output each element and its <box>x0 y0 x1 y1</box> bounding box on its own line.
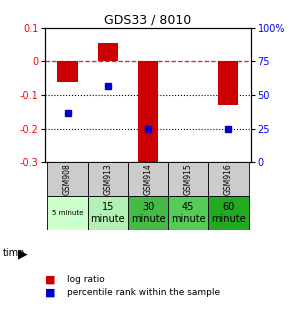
Bar <box>88 162 128 196</box>
Text: 30
minute: 30 minute <box>131 202 165 224</box>
Text: percentile rank within the sample: percentile rank within the sample <box>67 288 221 297</box>
Bar <box>218 61 239 105</box>
Bar <box>208 162 248 196</box>
Bar <box>128 162 168 196</box>
Text: 5 minute: 5 minute <box>52 210 83 216</box>
Text: ▶: ▶ <box>18 247 27 260</box>
Text: log ratio: log ratio <box>67 275 105 284</box>
Text: 15
minute: 15 minute <box>91 202 125 224</box>
Text: ■: ■ <box>45 275 56 284</box>
Text: GSM915: GSM915 <box>184 163 193 195</box>
Bar <box>138 61 158 164</box>
Bar <box>168 162 208 196</box>
Bar <box>168 196 208 230</box>
Bar <box>98 43 118 61</box>
Bar <box>128 196 168 230</box>
Bar <box>47 162 88 196</box>
Text: ■: ■ <box>45 288 56 298</box>
Text: GSM914: GSM914 <box>144 163 152 195</box>
Text: 45
minute: 45 minute <box>171 202 205 224</box>
Text: GSM913: GSM913 <box>103 163 112 195</box>
Bar <box>88 196 128 230</box>
Text: 60
minute: 60 minute <box>211 202 246 224</box>
Text: GSM916: GSM916 <box>224 163 233 195</box>
Bar <box>57 61 78 82</box>
Text: GSM908: GSM908 <box>63 163 72 195</box>
Text: time: time <box>3 249 25 258</box>
Bar <box>47 196 88 230</box>
Bar <box>208 196 248 230</box>
Title: GDS33 / 8010: GDS33 / 8010 <box>104 14 192 26</box>
